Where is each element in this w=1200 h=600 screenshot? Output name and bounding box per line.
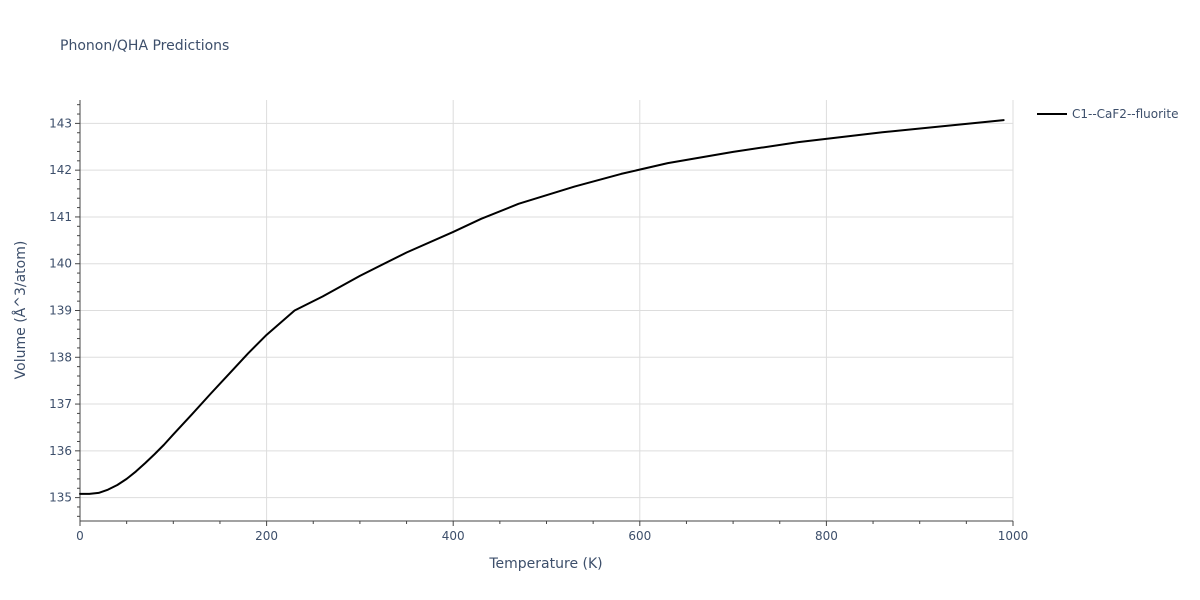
x-tick-label: 0 <box>76 529 84 543</box>
y-tick-label: 135 <box>49 491 72 505</box>
x-tick-label: 800 <box>815 529 838 543</box>
y-tick-label: 143 <box>49 116 72 130</box>
series-line <box>79 119 1005 495</box>
y-tick-label: 139 <box>49 304 72 318</box>
legend-label: C1--CaF2--fluorite <box>1072 107 1178 121</box>
grid <box>80 100 1014 521</box>
x-tick-label: 600 <box>628 529 651 543</box>
x-tick-label: 200 <box>255 529 278 543</box>
y-axis-title: Volume (Å^3/atom) <box>12 241 29 380</box>
y-tick-label: 141 <box>49 210 72 224</box>
y-tick-label: 138 <box>49 350 72 364</box>
ticks: 0 200 400 600 800 1000 135 136 137 138 139 140 141 14… <box>49 104 1029 543</box>
x-tick-label: 1000 <box>998 529 1029 543</box>
plot-area <box>79 119 1005 495</box>
chart-title: Phonon/QHA Predictions <box>60 38 229 54</box>
y-tick-label: 137 <box>49 397 72 411</box>
y-tick-label: 142 <box>49 163 72 177</box>
x-tick-label: 400 <box>442 529 465 543</box>
x-axis-title: Temperature (K) <box>488 556 602 572</box>
y-tick-label: 136 <box>49 444 72 458</box>
y-tick-label: 140 <box>49 257 72 271</box>
legend[interactable]: C1--CaF2--fluorite <box>1037 107 1178 121</box>
